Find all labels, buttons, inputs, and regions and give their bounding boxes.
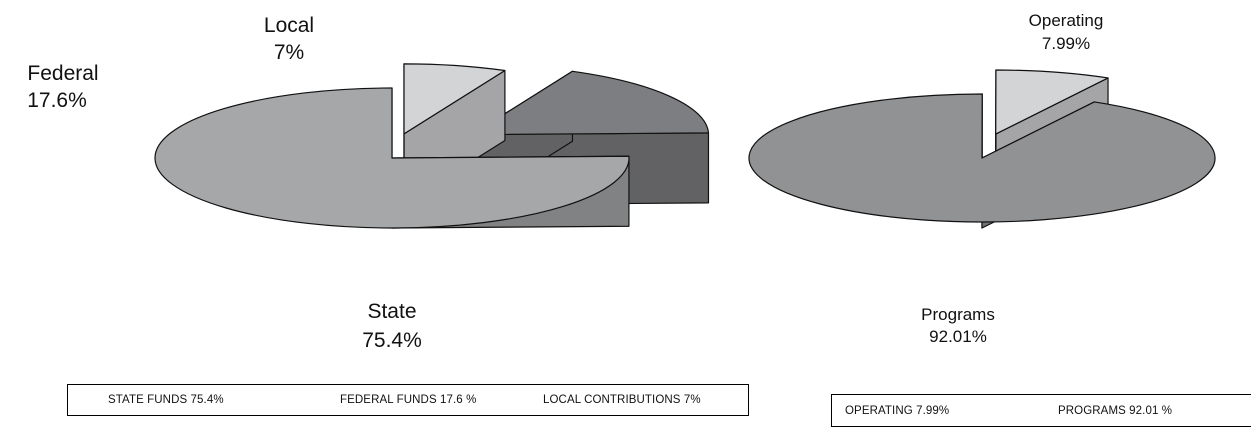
label-state-name: State [367,300,416,323]
label-federal-value: 17.6% [27,89,87,112]
legend-expenditures: OPERATING 7.99% PROGRAMS 92.01 % [831,394,1251,427]
legend-item-operating: OPERATING 7.99% [845,404,950,417]
legend-item-local-contributions: LOCAL CONTRIBUTIONS 7% [543,394,701,406]
label-state-value: 75.4% [362,329,422,352]
legend-item-programs: PROGRAMS 92.01 % [1058,404,1173,417]
pie-slice-operating [995,69,1109,135]
pie-chart-funding-sources [154,63,710,229]
legend-item-state-funds: STATE FUNDS 75.4% [108,394,224,406]
legend-item-federal-funds: FEDERAL FUNDS 17.6 % [340,394,477,406]
label-programs-name: Programs [921,305,995,324]
pie-slice-local [403,63,506,135]
label-local-name: Local [264,14,314,37]
pie-slice-state [154,87,630,229]
label-federal-name: Federal [27,62,98,85]
label-local-value: 7% [274,41,304,64]
label-operating-value: 7.99% [1042,34,1090,53]
label-programs-value: 92.01% [929,327,987,346]
pie-slice-federal [470,70,710,136]
pie-slice-programs [748,93,1216,223]
pie-chart-expenditures [748,69,1216,229]
legend-funding-sources: STATE FUNDS 75.4% FEDERAL FUNDS 17.6 % L… [67,384,749,416]
label-operating-name: Operating [1029,11,1104,30]
